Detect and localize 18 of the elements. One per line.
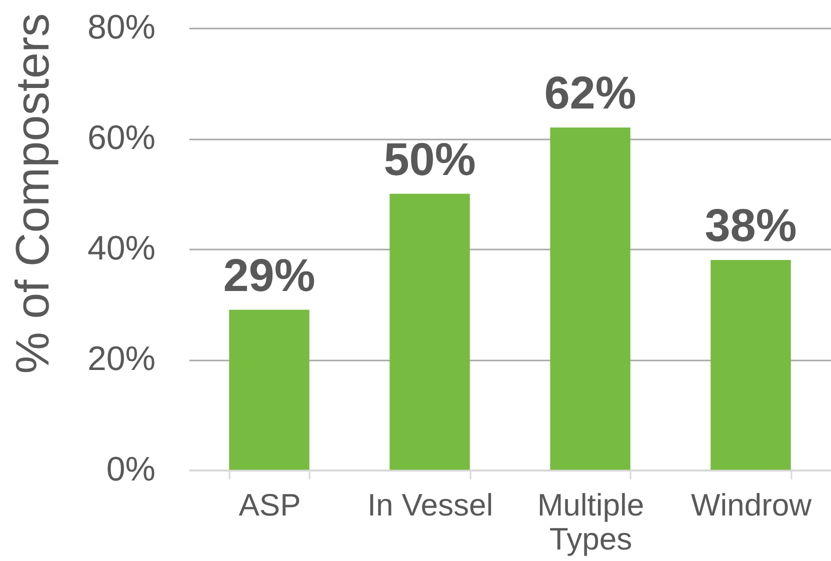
y-tick-label: 20% [87, 340, 156, 378]
x-tick-label: Windrow [690, 488, 812, 522]
bar [229, 310, 310, 470]
data-label: 50% [384, 132, 476, 185]
y-tick-label: 40% [87, 230, 156, 268]
y-tick-label: 80% [87, 8, 156, 46]
y-tick-label: 0% [106, 450, 156, 488]
data-label: 38% [704, 199, 797, 252]
data-label: 62% [544, 66, 636, 118]
x-tick-label: Multiple Types [537, 488, 644, 556]
bar [710, 260, 791, 470]
bar [390, 194, 470, 470]
x-tick-label: In Vessel [367, 488, 494, 522]
bar [550, 127, 630, 470]
y-axis-title: % of Composters [6, 13, 58, 374]
data-label: 29% [223, 248, 316, 301]
x-tick-label: ASP [238, 488, 301, 522]
y-tick-label: 60% [87, 119, 156, 157]
